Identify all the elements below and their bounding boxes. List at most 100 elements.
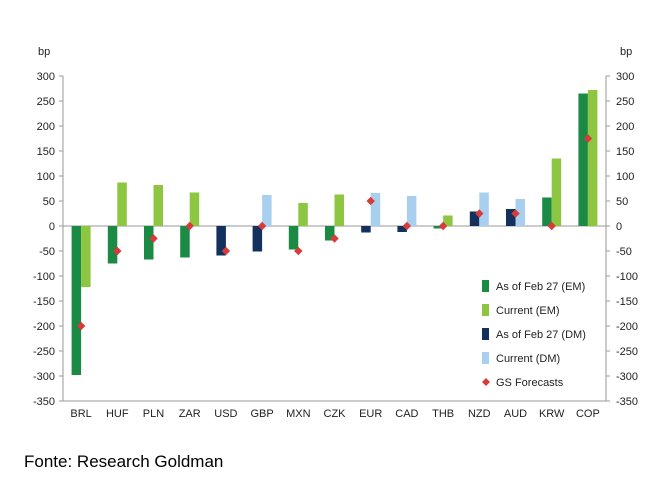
forecast-marker-krw — [547, 221, 556, 231]
y-tick-label-left: -300 — [33, 371, 55, 383]
y-tick-label-right: 150 — [616, 146, 634, 158]
x-tick-label-pln: PLN — [143, 408, 164, 420]
bar-feb-dm-usd — [216, 226, 226, 256]
y-tick-label-right: 200 — [616, 121, 634, 133]
x-tick-label-thb: THB — [432, 408, 454, 420]
forecast-marker-cop — [583, 134, 593, 143]
y-tick-label-right: 250 — [616, 96, 634, 108]
legend-label-feb-em: As of Feb 27 (EM) — [496, 281, 585, 293]
bar-feb-em-brl — [71, 226, 82, 375]
bar-cur-dm-usd — [225, 225, 236, 226]
bar-feb-em-cop — [578, 93, 588, 226]
bar-cur-dm-cad — [406, 196, 417, 226]
bar-feb-em-zar — [180, 226, 190, 258]
y-unit-left: bp — [38, 46, 50, 58]
bar-cur-em-zar — [189, 192, 200, 226]
bar-cur-dm-aud — [515, 199, 525, 226]
y-tick-label-left: 300 — [37, 71, 55, 83]
bar-feb-em-huf — [107, 226, 118, 264]
y-unit-right: bp — [620, 46, 632, 58]
forecast-marker-gbp — [257, 221, 267, 231]
y-tick-label-left: 200 — [37, 121, 55, 133]
x-tick-label-czk: CZK — [324, 408, 347, 420]
bar-cur-dm-nzd — [479, 192, 489, 226]
y-tick-label-left: -350 — [33, 396, 55, 408]
y-tick-label-left: -100 — [33, 271, 55, 283]
x-tick-label-mxn: MXN — [286, 408, 311, 420]
legend-swatch-cur-dm — [482, 352, 489, 364]
y-tick-label-right: -150 — [616, 296, 638, 308]
forecast-marker-nzd — [475, 209, 484, 218]
y-tick-label-right: -350 — [616, 396, 638, 408]
y-tick-label-right: 100 — [616, 171, 634, 183]
y-tick-label-left: -250 — [33, 346, 55, 358]
x-tick-label-usd: USD — [214, 408, 237, 420]
forecast-marker-thb — [438, 221, 448, 231]
y-tick-label-right: -250 — [616, 346, 638, 358]
source-caption: Fonte: Research Goldman — [24, 452, 224, 471]
legend-label-feb-dm: As of Feb 27 (DM) — [496, 329, 586, 341]
x-tick-label-krw: KRW — [539, 408, 565, 420]
y-tick-label-left: 50 — [43, 196, 55, 208]
forecast-marker-czk — [330, 234, 339, 243]
x-tick-label-brl: BRL — [70, 408, 91, 420]
x-tick-label-zar: ZAR — [179, 408, 201, 420]
bar-cur-em-brl — [81, 226, 91, 287]
y-tick-label-right: -200 — [616, 321, 638, 333]
forecast-marker-mxn — [294, 246, 303, 256]
bar-cur-em-thb — [443, 215, 453, 226]
bar-cur-em-mxn — [298, 203, 308, 226]
legend-label-cur-em: Current (EM) — [496, 305, 560, 317]
legend-swatch-feb-em — [482, 280, 489, 292]
forecast-marker-usd — [221, 246, 231, 256]
y-tick-label-left: -50 — [39, 246, 55, 258]
x-tick-label-eur: EUR — [359, 408, 382, 420]
y-tick-label-right: -50 — [616, 246, 632, 258]
legend-label-cur-dm: Current (DM) — [496, 353, 560, 365]
bar-cur-em-cop — [587, 90, 598, 226]
legend-label-forecast: GS Forecasts — [496, 377, 564, 389]
bar-feb-em-mxn — [288, 226, 299, 250]
y-tick-label-right: 300 — [616, 71, 634, 83]
bar-feb-dm-eur — [361, 226, 371, 233]
bar-feb-em-czk — [325, 226, 335, 241]
y-tick-label-left: 0 — [49, 221, 55, 233]
legend-swatch-forecast — [482, 378, 490, 386]
bar-feb-dm-nzd — [469, 211, 480, 226]
chart: bp bp 300 300 250 250 200 200 150 150 100 100 50 50 0 0… — [33, 46, 638, 420]
y-tick-label-right: 0 — [616, 221, 622, 233]
bar-feb-dm-aud — [506, 209, 516, 226]
x-tick-label-aud: AUD — [504, 408, 527, 420]
x-tick-label-cop: COP — [576, 408, 600, 420]
x-tick-label-nzd: NZD — [468, 408, 491, 420]
y-tick-label-right: 50 — [616, 196, 628, 208]
bar-cur-dm-eur — [370, 193, 381, 226]
bar-feb-em-krw — [542, 197, 552, 226]
x-tick-label-gbp: GBP — [250, 408, 273, 420]
bar-feb-dm-gbp — [252, 226, 263, 252]
x-tick-label-huf: HUF — [106, 408, 129, 420]
forecast-marker-brl — [76, 321, 86, 331]
y-tick-label-left: 250 — [37, 96, 55, 108]
y-tick-label-left: -200 — [33, 321, 55, 333]
bar-feb-dm-cad — [397, 226, 407, 232]
forecast-marker-huf — [113, 246, 122, 256]
y-tick-label-left: -150 — [33, 296, 55, 308]
y-tick-label-left: 150 — [37, 146, 55, 158]
forecast-marker-zar — [185, 221, 194, 231]
bar-cur-em-czk — [334, 194, 344, 226]
legend-swatch-feb-dm — [482, 328, 489, 340]
bar-feb-em-pln — [144, 226, 154, 260]
x-tick-label-cad: CAD — [395, 408, 418, 420]
forecast-marker-eur — [366, 196, 375, 206]
bar-cur-em-pln — [153, 185, 163, 226]
forecast-marker-pln — [149, 234, 158, 243]
y-tick-label-left: 100 — [37, 171, 55, 183]
legend-swatch-cur-em — [482, 304, 489, 316]
bar-cur-em-krw — [551, 158, 562, 226]
forecast-marker-cad — [402, 221, 412, 231]
bar-cur-dm-gbp — [262, 195, 272, 226]
y-tick-label-right: -300 — [616, 371, 638, 383]
bar-feb-em-thb — [433, 226, 444, 229]
y-tick-label-right: -100 — [616, 271, 638, 283]
